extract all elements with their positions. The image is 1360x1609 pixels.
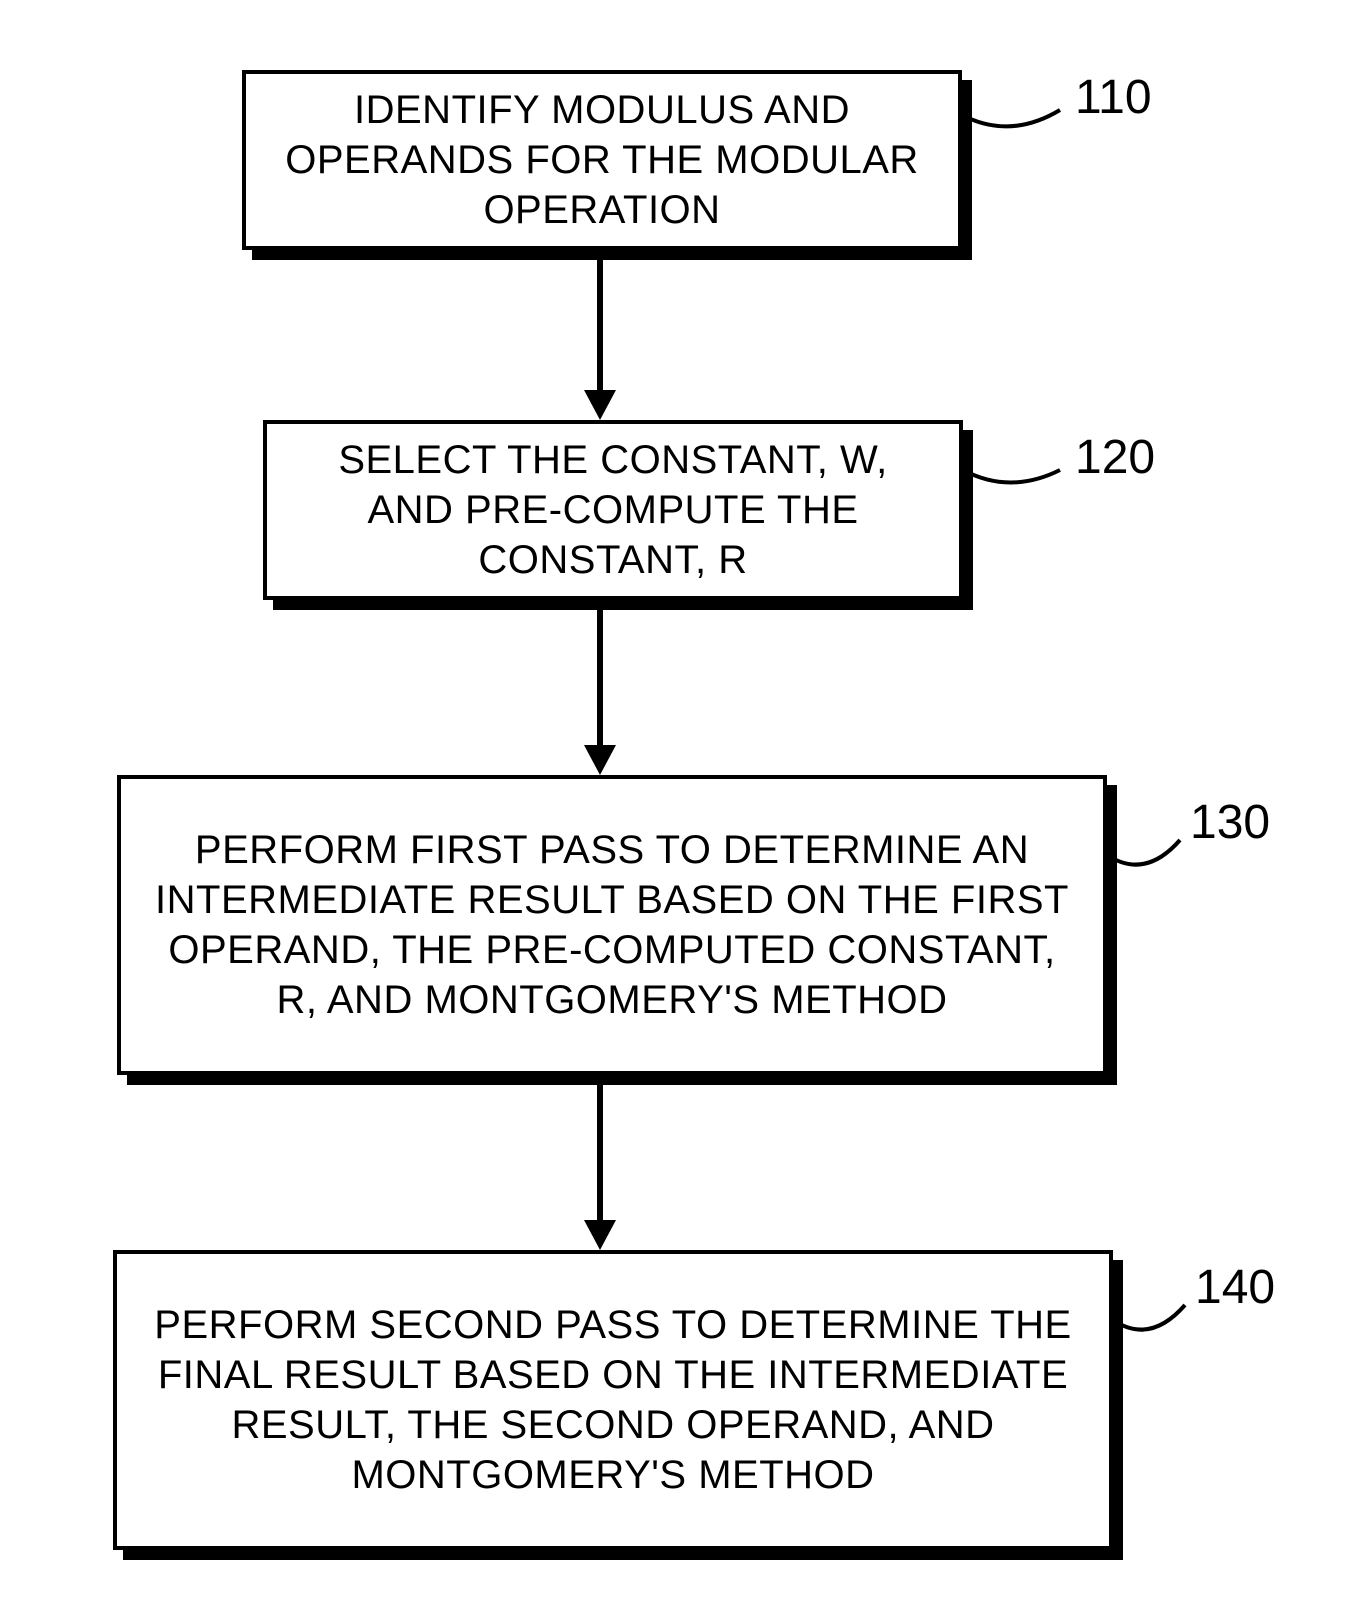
arrow-head-icon bbox=[584, 1220, 616, 1250]
ref-label-120: 120 bbox=[1075, 430, 1155, 485]
node-box: PERFORM SECOND PASS TO DETERMINE THE FIN… bbox=[113, 1250, 1113, 1550]
ref-label-110: 110 bbox=[1075, 70, 1152, 125]
arrow-head-icon bbox=[584, 390, 616, 420]
flowchart-node-n120: SELECT THE CONSTANT, W, AND PRE-COMPUTE … bbox=[263, 420, 963, 600]
flowchart-node-n140: PERFORM SECOND PASS TO DETERMINE THE FIN… bbox=[113, 1250, 1113, 1550]
arrow-n120-n130 bbox=[584, 610, 616, 775]
callout-140 bbox=[1108, 1300, 1190, 1350]
arrow-line bbox=[597, 610, 603, 745]
arrow-head-icon bbox=[584, 745, 616, 775]
node-box: IDENTIFY MODULUS AND OPERANDS FOR THE MO… bbox=[242, 70, 962, 250]
node-text: IDENTIFY MODULUS AND OPERANDS FOR THE MO… bbox=[274, 85, 930, 235]
arrow-line bbox=[597, 1085, 603, 1220]
arrow-line bbox=[597, 260, 603, 390]
node-box: SELECT THE CONSTANT, W, AND PRE-COMPUTE … bbox=[263, 420, 963, 600]
node-text: SELECT THE CONSTANT, W, AND PRE-COMPUTE … bbox=[295, 435, 931, 585]
node-box: PERFORM FIRST PASS TO DETERMINE AN INTER… bbox=[117, 775, 1107, 1075]
callout-120 bbox=[958, 465, 1065, 500]
flowchart-node-n110: IDENTIFY MODULUS AND OPERANDS FOR THE MO… bbox=[242, 70, 962, 250]
ref-label-130: 130 bbox=[1190, 795, 1270, 850]
arrow-n130-n140 bbox=[584, 1085, 616, 1250]
callout-110 bbox=[957, 105, 1065, 145]
ref-label-140: 140 bbox=[1195, 1260, 1275, 1315]
node-text: PERFORM SECOND PASS TO DETERMINE THE FIN… bbox=[145, 1300, 1081, 1500]
node-text: PERFORM FIRST PASS TO DETERMINE AN INTER… bbox=[149, 825, 1075, 1025]
callout-130 bbox=[1102, 835, 1185, 885]
arrow-n110-n120 bbox=[584, 260, 616, 420]
flowchart-node-n130: PERFORM FIRST PASS TO DETERMINE AN INTER… bbox=[117, 775, 1107, 1075]
